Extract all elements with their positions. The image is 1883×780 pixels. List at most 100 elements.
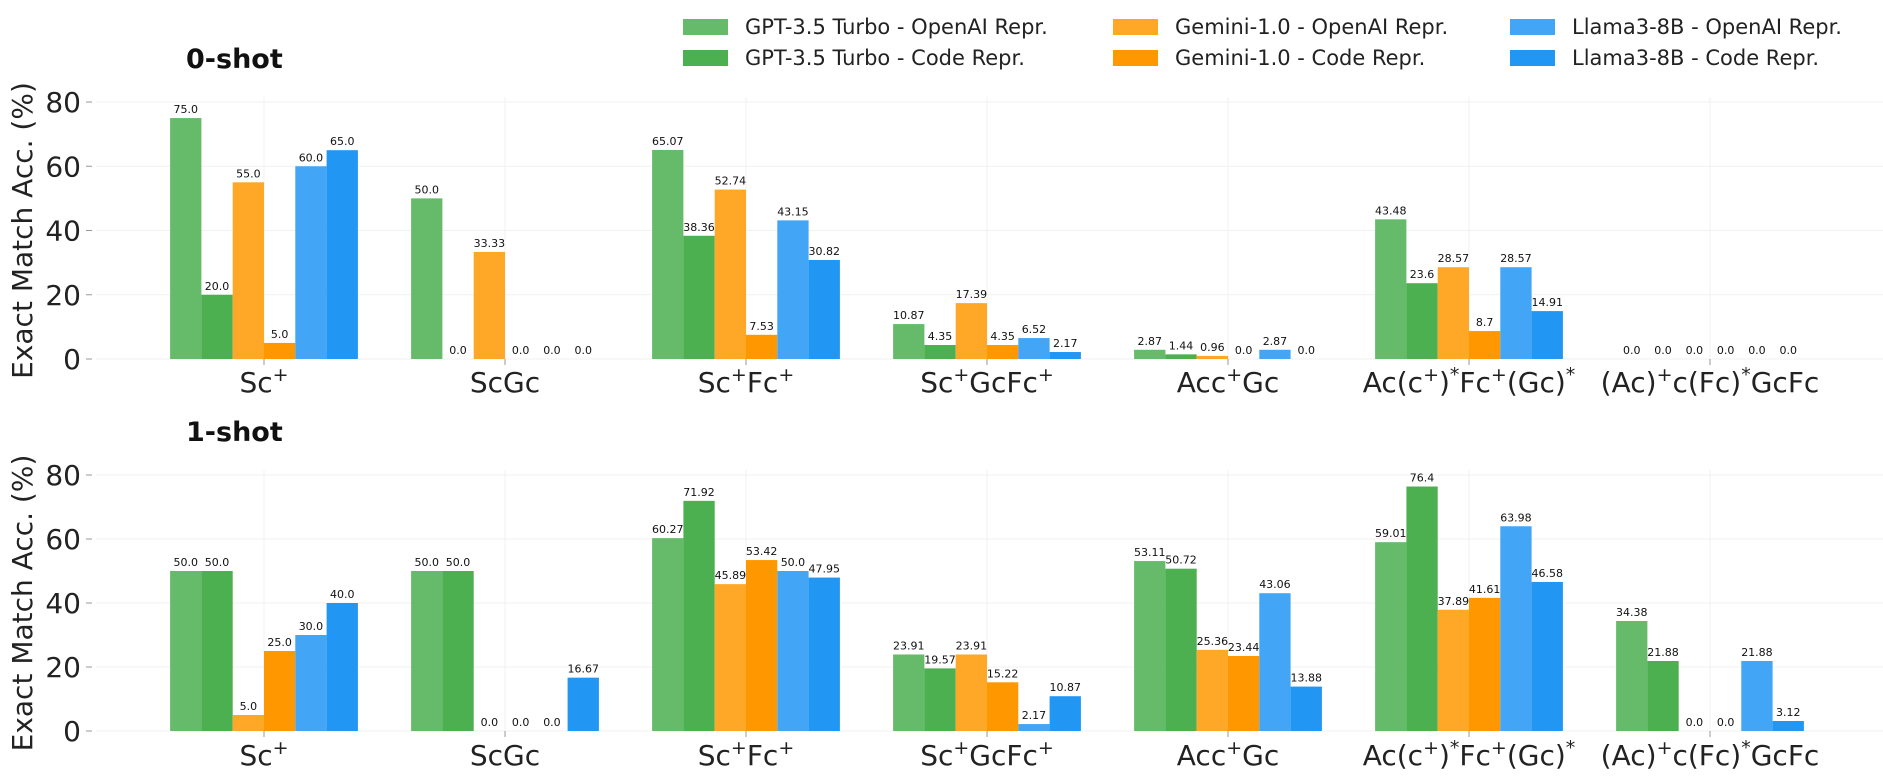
bar xyxy=(1531,311,1563,359)
x-tick-part: + xyxy=(273,364,289,386)
bar xyxy=(652,149,684,359)
x-tick-part: * xyxy=(1566,737,1576,759)
x-tick-label: ScGc xyxy=(470,739,540,772)
bar-value-label: 3.12 xyxy=(1776,706,1801,719)
bar-value-label: 0.0 xyxy=(543,716,561,729)
bar xyxy=(924,668,956,731)
x-tick-part: Fc xyxy=(747,739,779,772)
bar-value-label: 50.0 xyxy=(446,556,471,569)
y-axis-label: Exact Match Acc. (%) xyxy=(6,82,39,379)
bar xyxy=(1165,568,1197,731)
bar-value-label: 23.91 xyxy=(956,639,988,652)
bar-value-label: 0.0 xyxy=(1623,344,1641,357)
x-tick-label: (Ac)+c(Fc)*GcFc xyxy=(1601,737,1820,772)
x-tick-part: ScGc xyxy=(470,739,540,772)
bar-value-label: 4.35 xyxy=(990,330,1015,343)
x-tick-part: + xyxy=(1657,364,1673,386)
bar-value-label: 43.48 xyxy=(1375,204,1407,217)
bar-value-label: 50.0 xyxy=(781,556,806,569)
y-tick-label: 80 xyxy=(45,459,81,492)
x-tick-part: Sc xyxy=(239,739,272,772)
bar-value-label: 6.52 xyxy=(1022,323,1047,336)
bar-value-label: 0.0 xyxy=(481,716,499,729)
x-tick-part: ScGc xyxy=(470,366,540,399)
bar-value-label: 0.0 xyxy=(1748,344,1766,357)
legend-swatch xyxy=(1113,50,1158,66)
bar xyxy=(777,571,809,731)
x-tick-part: + xyxy=(778,737,794,759)
x-tick-part: + xyxy=(1038,364,1054,386)
x-tick-part: Acc xyxy=(1177,366,1226,399)
bar-value-label: 5.0 xyxy=(271,328,289,341)
bar xyxy=(1500,267,1532,359)
bar-value-label: 0.0 xyxy=(449,344,467,357)
y-tick-label: 40 xyxy=(45,215,81,248)
bar-value-label: 60.27 xyxy=(652,523,684,536)
bar-value-label: 30.0 xyxy=(299,620,324,633)
bar xyxy=(411,571,443,731)
y-axis-label: Exact Match Acc. (%) xyxy=(6,455,39,752)
x-tick-label: Acc+Gc xyxy=(1177,364,1279,399)
bar-value-label: 25.0 xyxy=(267,636,292,649)
bar xyxy=(1134,561,1166,731)
panel-title: 1-shot xyxy=(186,417,283,448)
bar xyxy=(170,118,202,359)
bar-value-label: 10.87 xyxy=(893,309,925,322)
bar xyxy=(683,235,715,359)
x-tick-label: Ac(c+)*Fc+(Gc)* xyxy=(1363,364,1576,399)
x-tick-part: Sc xyxy=(920,739,953,772)
bar-value-label: 0.0 xyxy=(1654,344,1672,357)
bar xyxy=(1165,354,1197,359)
y-tick-label: 60 xyxy=(45,523,81,556)
x-tick-part: Fc xyxy=(1459,739,1491,772)
x-tick-part: * xyxy=(1566,364,1576,386)
x-tick-part: + xyxy=(1491,737,1507,759)
y-tick-label: 60 xyxy=(45,150,81,183)
x-tick-part: + xyxy=(273,737,289,759)
bar-value-label: 17.39 xyxy=(956,288,988,301)
panel-0-shot: 0-shot Exact Match Acc. (%) 0 20 40 60 80 75.0 5… xyxy=(6,44,1883,399)
bar xyxy=(264,342,296,359)
legend-label: Llama3-8B - Code Repr. xyxy=(1572,46,1819,70)
bar xyxy=(987,682,1019,731)
bar-value-label: 46.58 xyxy=(1532,567,1564,580)
x-tick-part: Fc xyxy=(747,366,779,399)
y-tick-label: 0 xyxy=(63,715,81,748)
bar xyxy=(1375,542,1407,731)
bar-value-label: 0.0 xyxy=(1717,344,1735,357)
bar-value-label: 2.87 xyxy=(1263,335,1288,348)
bar-value-label: 0.0 xyxy=(1686,716,1704,729)
bar-value-label: 13.88 xyxy=(1291,672,1323,685)
bar xyxy=(1469,331,1501,359)
bar xyxy=(473,251,505,359)
bar-value-label: 38.36 xyxy=(683,221,715,234)
bar-value-label: 63.98 xyxy=(1500,511,1532,524)
bar xyxy=(1437,267,1469,359)
bar-value-label: 76.4 xyxy=(1410,472,1435,485)
x-tick-label: Sc+ xyxy=(239,737,288,772)
bar xyxy=(1259,349,1291,359)
bar-value-label: 5.0 xyxy=(240,700,258,713)
bar xyxy=(714,189,746,359)
bar xyxy=(714,584,746,731)
bar-value-label: 4.35 xyxy=(928,330,953,343)
x-tick-label: ScGc xyxy=(470,366,540,399)
bar xyxy=(295,635,327,731)
bar-value-label: 0.0 xyxy=(543,344,561,357)
x-tick-part: GcFc xyxy=(1751,739,1820,772)
bar-value-label: 0.0 xyxy=(512,344,530,357)
legend-swatch xyxy=(683,50,728,66)
bar xyxy=(1018,338,1050,359)
bar-value-label: 7.53 xyxy=(749,320,774,333)
x-tick-part: Ac(c xyxy=(1363,366,1423,399)
x-tick-part: * xyxy=(1741,737,1751,759)
bar-value-label: 60.0 xyxy=(299,151,324,164)
bar-value-label: 21.88 xyxy=(1647,646,1679,659)
bar xyxy=(746,560,778,731)
x-tick-part: GcFc xyxy=(969,739,1038,772)
x-tick-part: + xyxy=(1226,364,1242,386)
x-tick-part: Acc xyxy=(1177,739,1226,772)
x-tick-part: Gc xyxy=(1242,739,1279,772)
bar-value-label: 14.91 xyxy=(1532,296,1564,309)
